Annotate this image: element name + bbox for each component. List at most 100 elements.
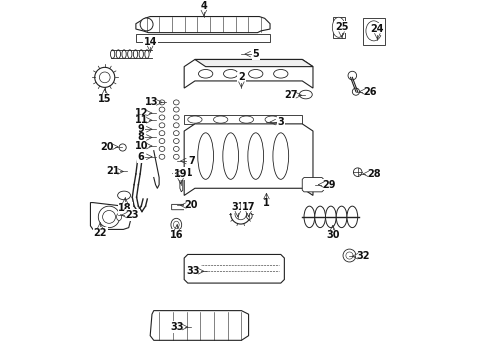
Text: 15: 15	[98, 94, 112, 104]
Polygon shape	[136, 17, 270, 33]
Ellipse shape	[299, 90, 312, 99]
Text: 21: 21	[106, 166, 120, 176]
Ellipse shape	[265, 116, 279, 123]
Text: 10: 10	[134, 141, 148, 151]
Polygon shape	[184, 124, 313, 195]
Ellipse shape	[246, 212, 252, 219]
Text: 19: 19	[174, 169, 187, 179]
Text: 26: 26	[364, 87, 377, 97]
Text: 7: 7	[188, 156, 195, 166]
Polygon shape	[180, 177, 183, 192]
Text: 24: 24	[370, 24, 384, 34]
Text: 5: 5	[252, 49, 259, 59]
Ellipse shape	[99, 72, 110, 83]
Ellipse shape	[223, 69, 238, 78]
Ellipse shape	[343, 249, 356, 262]
Ellipse shape	[353, 168, 362, 176]
Text: 6: 6	[138, 152, 145, 162]
Ellipse shape	[173, 100, 179, 105]
Ellipse shape	[315, 206, 325, 228]
Ellipse shape	[102, 211, 116, 223]
Bar	[184, 115, 302, 124]
Ellipse shape	[95, 67, 115, 87]
Text: 20: 20	[185, 201, 198, 211]
Ellipse shape	[173, 154, 179, 159]
Ellipse shape	[133, 50, 138, 58]
Ellipse shape	[188, 116, 202, 123]
Ellipse shape	[273, 133, 289, 179]
Ellipse shape	[139, 50, 144, 58]
Ellipse shape	[173, 221, 179, 228]
Ellipse shape	[140, 18, 153, 31]
Ellipse shape	[214, 116, 228, 123]
Bar	[333, 17, 345, 38]
Text: 3: 3	[277, 117, 284, 127]
Ellipse shape	[159, 100, 165, 105]
Ellipse shape	[159, 139, 165, 144]
Ellipse shape	[346, 252, 353, 259]
Ellipse shape	[173, 115, 179, 120]
Text: 31: 31	[231, 202, 245, 212]
Ellipse shape	[159, 115, 165, 120]
Text: 8: 8	[138, 132, 145, 143]
Polygon shape	[150, 311, 248, 340]
Ellipse shape	[173, 123, 179, 128]
Ellipse shape	[336, 206, 347, 228]
Ellipse shape	[198, 69, 213, 78]
Ellipse shape	[223, 133, 239, 179]
Ellipse shape	[366, 21, 382, 41]
Text: 23: 23	[125, 210, 139, 220]
Polygon shape	[172, 204, 188, 210]
Text: 2: 2	[238, 72, 245, 82]
Text: 17: 17	[242, 202, 255, 212]
Polygon shape	[91, 203, 130, 229]
Ellipse shape	[304, 206, 315, 228]
Ellipse shape	[352, 88, 360, 95]
Text: 28: 28	[367, 169, 381, 179]
Text: 16: 16	[170, 230, 184, 240]
Polygon shape	[184, 59, 313, 88]
Text: 29: 29	[322, 180, 336, 190]
Text: 12: 12	[134, 108, 148, 118]
Ellipse shape	[159, 147, 165, 152]
Polygon shape	[302, 177, 324, 192]
Ellipse shape	[119, 144, 126, 151]
Ellipse shape	[273, 69, 288, 78]
Text: 9: 9	[138, 124, 145, 134]
Text: 4: 4	[200, 1, 207, 11]
Text: 14: 14	[144, 37, 157, 46]
Ellipse shape	[98, 206, 120, 228]
Ellipse shape	[332, 17, 345, 37]
Text: 22: 22	[94, 228, 107, 238]
Text: 1: 1	[263, 198, 270, 208]
Text: 27: 27	[284, 90, 297, 100]
Ellipse shape	[173, 131, 179, 136]
Ellipse shape	[173, 139, 179, 144]
Text: 32: 32	[356, 251, 370, 261]
Text: 18: 18	[118, 203, 132, 213]
Ellipse shape	[110, 50, 115, 58]
Ellipse shape	[159, 123, 165, 128]
Ellipse shape	[231, 204, 251, 224]
Text: 33: 33	[186, 266, 200, 276]
Text: 20: 20	[100, 142, 114, 152]
Text: 30: 30	[326, 230, 340, 240]
Ellipse shape	[173, 107, 179, 112]
Ellipse shape	[118, 191, 130, 200]
Text: 21: 21	[179, 168, 193, 178]
Bar	[136, 34, 270, 42]
Ellipse shape	[248, 133, 264, 179]
Ellipse shape	[159, 107, 165, 112]
Ellipse shape	[198, 133, 214, 179]
Polygon shape	[195, 59, 313, 67]
Ellipse shape	[239, 116, 254, 123]
Ellipse shape	[235, 208, 246, 220]
Ellipse shape	[325, 206, 336, 228]
Ellipse shape	[159, 154, 165, 159]
Ellipse shape	[116, 50, 121, 58]
Ellipse shape	[145, 50, 149, 58]
Ellipse shape	[128, 50, 132, 58]
Ellipse shape	[173, 147, 179, 152]
Text: 25: 25	[335, 22, 348, 32]
Bar	[363, 18, 385, 45]
